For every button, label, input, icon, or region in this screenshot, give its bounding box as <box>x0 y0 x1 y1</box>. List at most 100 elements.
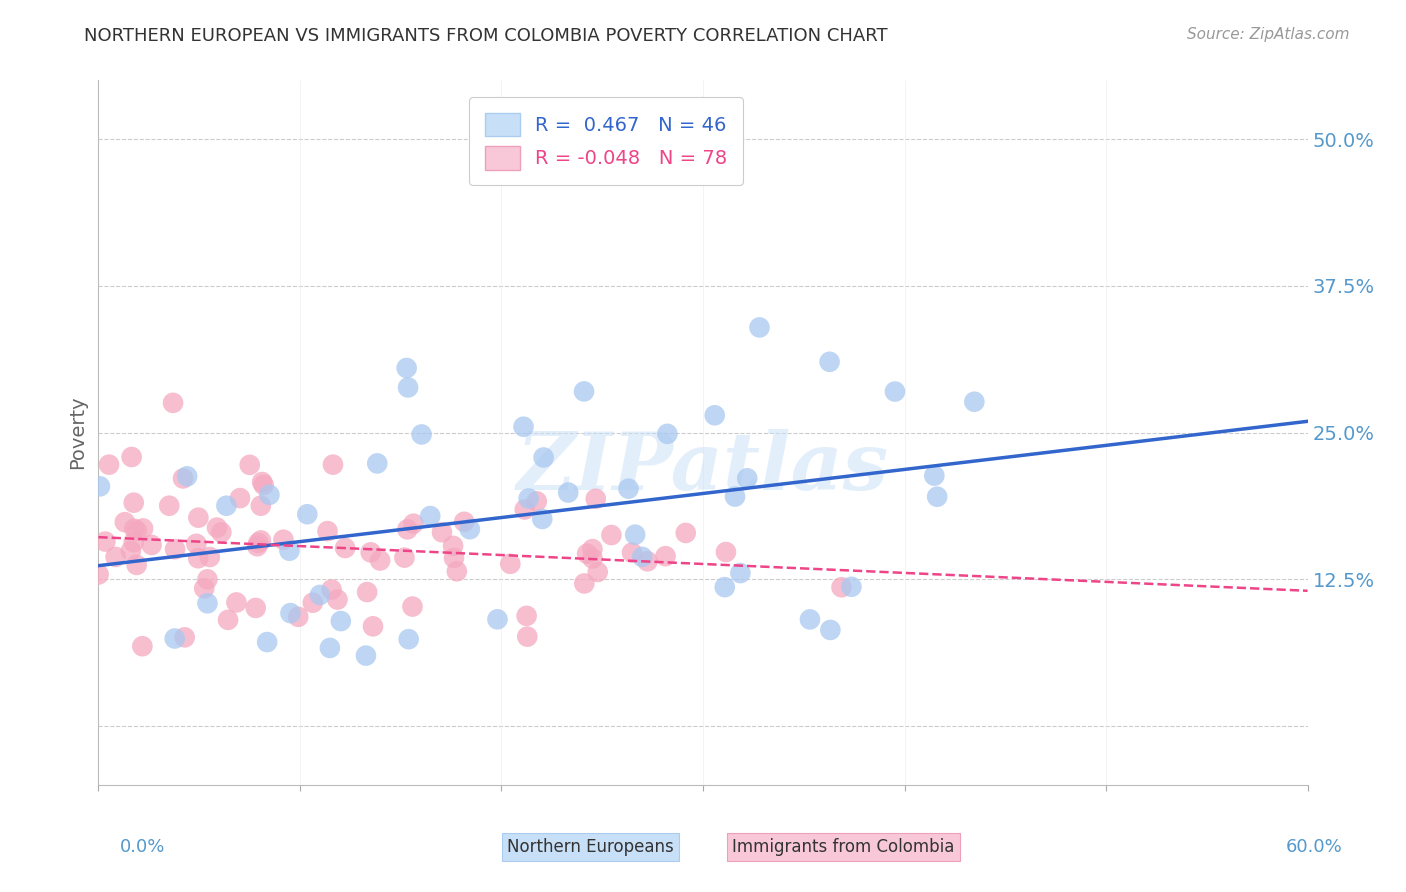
Point <box>636 554 658 568</box>
Point <box>141 538 163 552</box>
Point <box>458 522 481 536</box>
Point <box>430 525 453 540</box>
Text: ZIPatlas: ZIPatlas <box>517 429 889 507</box>
Point <box>600 528 623 542</box>
Point <box>122 535 145 549</box>
Point <box>924 468 946 483</box>
Point <box>259 488 281 502</box>
Point <box>165 542 187 557</box>
Point <box>401 599 423 614</box>
Point <box>703 409 725 423</box>
Point <box>411 427 433 442</box>
Point <box>581 542 603 557</box>
Point <box>217 613 239 627</box>
Point <box>122 496 145 510</box>
Point <box>114 515 136 529</box>
Point <box>654 549 676 564</box>
Point <box>250 533 273 548</box>
Point <box>586 565 609 579</box>
Point <box>209 525 232 540</box>
Point <box>176 469 198 483</box>
Point <box>301 596 323 610</box>
Point <box>121 450 143 464</box>
Point <box>198 549 221 564</box>
Point <box>963 394 986 409</box>
Point <box>122 522 145 536</box>
Point <box>572 384 595 399</box>
Point <box>278 543 301 558</box>
Point <box>533 450 555 465</box>
Point <box>820 623 842 637</box>
Point <box>361 619 384 633</box>
Point <box>360 545 382 559</box>
Point <box>280 606 302 620</box>
Point <box>574 576 596 591</box>
Point <box>398 632 420 647</box>
Point <box>799 612 821 626</box>
Point <box>516 630 538 644</box>
Point <box>132 521 155 535</box>
Point <box>125 524 148 538</box>
Point <box>326 592 349 607</box>
Point <box>187 551 209 566</box>
Point <box>748 320 770 334</box>
Text: NORTHERN EUROPEAN VS IMMIGRANTS FROM COLOMBIA POVERTY CORRELATION CHART: NORTHERN EUROPEAN VS IMMIGRANTS FROM COL… <box>84 27 889 45</box>
Point <box>841 580 863 594</box>
Point <box>172 471 194 485</box>
Point <box>104 549 127 564</box>
Point <box>94 534 117 549</box>
Point <box>531 512 554 526</box>
Point <box>657 426 679 441</box>
Point <box>631 549 654 564</box>
Point <box>621 546 644 560</box>
Point <box>229 491 252 505</box>
Point <box>309 588 332 602</box>
Point <box>735 471 758 485</box>
Point <box>453 515 475 529</box>
Text: Source: ZipAtlas.com: Source: ZipAtlas.com <box>1187 27 1350 42</box>
Point <box>321 582 343 597</box>
Point <box>250 475 273 489</box>
Point <box>247 536 270 550</box>
Point <box>297 507 319 521</box>
Y-axis label: Poverty: Poverty <box>69 396 87 469</box>
Point <box>513 502 536 516</box>
Text: 0.0%: 0.0% <box>120 838 165 856</box>
Point <box>186 537 208 551</box>
Point <box>131 639 153 653</box>
Point <box>512 419 534 434</box>
Point <box>246 539 269 553</box>
Point <box>187 510 209 524</box>
Point <box>87 567 110 582</box>
Point <box>675 525 697 540</box>
Point <box>329 614 352 628</box>
Point <box>316 524 339 538</box>
Point <box>205 520 228 534</box>
Legend: R =  0.467   N = 46, R = -0.048   N = 78: R = 0.467 N = 46, R = -0.048 N = 78 <box>470 97 744 186</box>
Point <box>368 553 391 567</box>
Point <box>256 635 278 649</box>
Point <box>486 612 509 626</box>
Point <box>396 522 419 536</box>
Point <box>714 545 737 559</box>
Point <box>252 478 274 492</box>
Point <box>193 582 215 596</box>
Point <box>356 585 378 599</box>
Point <box>419 509 441 524</box>
Point <box>526 494 548 508</box>
Text: Immigrants from Colombia: Immigrants from Colombia <box>733 838 955 856</box>
Point <box>443 550 465 565</box>
Point <box>831 580 853 594</box>
Point <box>441 539 464 553</box>
Point <box>884 384 907 399</box>
Text: Northern Europeans: Northern Europeans <box>508 838 673 856</box>
Point <box>557 485 579 500</box>
Point <box>516 608 538 623</box>
Point <box>624 527 647 541</box>
Point <box>446 564 468 578</box>
Point <box>162 396 184 410</box>
Point <box>287 610 309 624</box>
Point <box>245 601 267 615</box>
Point <box>394 550 416 565</box>
Point <box>273 533 295 547</box>
